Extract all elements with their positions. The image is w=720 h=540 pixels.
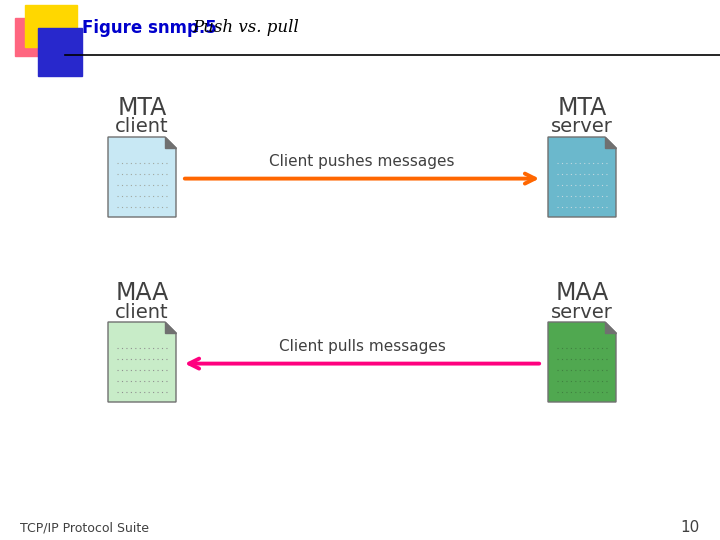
Text: server: server (551, 302, 613, 321)
Text: 10: 10 (680, 521, 700, 536)
Polygon shape (605, 322, 616, 333)
Text: client: client (115, 118, 168, 137)
Text: Push vs. pull: Push vs. pull (192, 19, 299, 37)
Polygon shape (108, 137, 176, 217)
Bar (38, 28, 82, 76)
Text: MAA: MAA (555, 281, 608, 305)
Polygon shape (605, 137, 616, 148)
Polygon shape (548, 137, 616, 217)
Text: Client pushes messages: Client pushes messages (269, 153, 455, 168)
Polygon shape (165, 137, 176, 148)
Text: Figure snmp.5: Figure snmp.5 (82, 19, 217, 37)
Text: MTA: MTA (117, 96, 166, 120)
Polygon shape (165, 322, 176, 333)
Text: MAA: MAA (115, 281, 168, 305)
Polygon shape (548, 322, 616, 402)
Text: MTA: MTA (557, 96, 607, 120)
Bar (25, 5, 77, 47)
Text: TCP/IP Protocol Suite: TCP/IP Protocol Suite (20, 522, 149, 535)
Polygon shape (108, 322, 176, 402)
Text: Client pulls messages: Client pulls messages (279, 339, 446, 354)
Text: client: client (115, 302, 168, 321)
Text: server: server (551, 118, 613, 137)
Bar (15, 18, 57, 56)
